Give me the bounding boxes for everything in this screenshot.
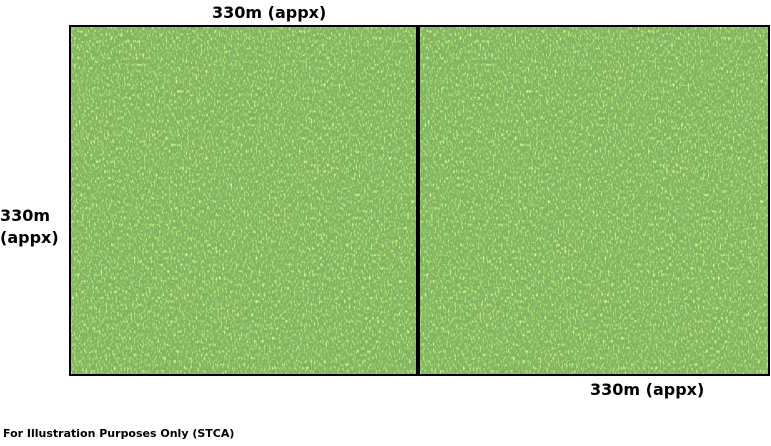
top-dimension-label: 330m (appx)	[212, 3, 327, 22]
bottom-dimension-label: 330m (appx)	[590, 380, 705, 399]
left-dimension-label: 330m (appx)	[0, 205, 59, 249]
grass-texture	[71, 27, 416, 374]
illustration-note: For Illustration Purposes Only (STCA)	[3, 427, 235, 440]
right-field	[418, 25, 770, 376]
left-dimension-line1: 330m	[0, 206, 51, 225]
left-dimension-line2: (appx)	[0, 228, 59, 247]
grass-texture	[420, 27, 768, 374]
left-field	[69, 25, 418, 376]
